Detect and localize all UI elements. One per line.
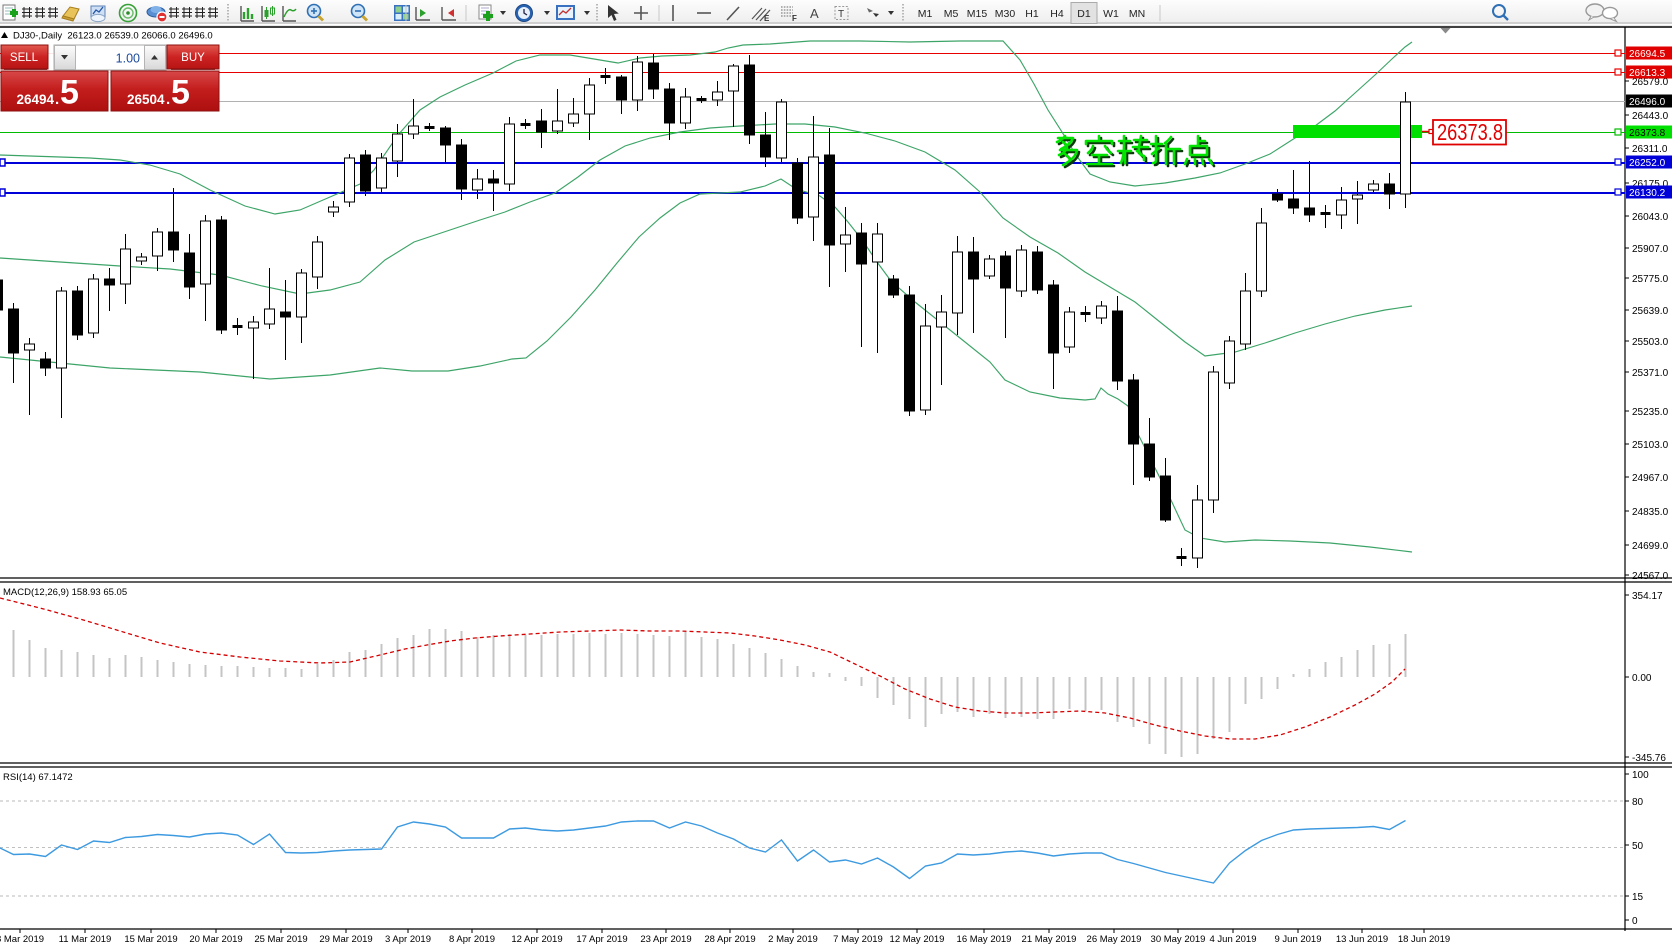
svg-text:1.00: 1.00 xyxy=(116,52,140,66)
svg-text:26043.0: 26043.0 xyxy=(1632,212,1669,223)
svg-text:A: A xyxy=(810,6,819,21)
svg-text:25 Mar 2019: 25 Mar 2019 xyxy=(254,934,307,945)
svg-text:H1: H1 xyxy=(1025,8,1039,20)
svg-text:25235.0: 25235.0 xyxy=(1632,407,1669,418)
svg-text:20 Mar 2019: 20 Mar 2019 xyxy=(189,934,242,945)
svg-text:25907.0: 25907.0 xyxy=(1632,244,1669,255)
svg-text:8 Mar 2019: 8 Mar 2019 xyxy=(0,934,44,945)
svg-text:24567.0: 24567.0 xyxy=(1632,571,1669,582)
svg-text:12 Apr 2019: 12 Apr 2019 xyxy=(511,934,562,945)
svg-text:M15: M15 xyxy=(967,8,988,20)
svg-text:9 Jun 2019: 9 Jun 2019 xyxy=(1274,934,1321,945)
svg-text:50: 50 xyxy=(1632,841,1644,852)
svg-text:13 Jun 2019: 13 Jun 2019 xyxy=(1336,934,1388,945)
svg-text:26496.0: 26496.0 xyxy=(1629,97,1666,108)
svg-text:21 May 2019: 21 May 2019 xyxy=(1022,934,1077,945)
svg-text:0.00: 0.00 xyxy=(1632,673,1652,684)
svg-text:30 May 2019: 30 May 2019 xyxy=(1151,934,1206,945)
svg-text:26494: 26494 xyxy=(17,92,55,107)
svg-text:100: 100 xyxy=(1632,770,1649,781)
svg-text:M5: M5 xyxy=(944,8,959,20)
svg-text:25103.0: 25103.0 xyxy=(1632,440,1669,451)
svg-text:MACD(12,26,9) 158.93 65.05: MACD(12,26,9) 158.93 65.05 xyxy=(3,587,127,598)
svg-text:2 May 2019: 2 May 2019 xyxy=(768,934,818,945)
svg-text:354.17: 354.17 xyxy=(1632,591,1663,602)
svg-text:.: . xyxy=(166,91,170,108)
svg-text:25775.0: 25775.0 xyxy=(1632,274,1669,285)
svg-text:W1: W1 xyxy=(1103,8,1119,20)
svg-text:4 Jun 2019: 4 Jun 2019 xyxy=(1209,934,1256,945)
svg-text:26373.8: 26373.8 xyxy=(1437,119,1503,145)
svg-text:28 Apr 2019: 28 Apr 2019 xyxy=(704,934,755,945)
svg-text:16 May 2019: 16 May 2019 xyxy=(957,934,1012,945)
svg-text:26175.0: 26175.0 xyxy=(1632,179,1669,190)
svg-text:12 May 2019: 12 May 2019 xyxy=(890,934,945,945)
svg-text:SELL: SELL xyxy=(10,52,39,64)
svg-text:MN: MN xyxy=(1129,8,1145,20)
svg-text:26311.0: 26311.0 xyxy=(1632,144,1668,155)
svg-text:E: E xyxy=(764,14,770,23)
svg-text:26579.0: 26579.0 xyxy=(1632,77,1669,88)
svg-text:DJ30-,Daily 26123.0 26539.0 2: DJ30-,Daily 26123.0 26539.0 26066.0 2649… xyxy=(13,31,213,42)
svg-text:17 Apr 2019: 17 Apr 2019 xyxy=(576,934,627,945)
svg-text:26 May 2019: 26 May 2019 xyxy=(1087,934,1142,945)
svg-text:T: T xyxy=(838,9,844,20)
svg-text:15: 15 xyxy=(1632,892,1644,903)
svg-text:26504: 26504 xyxy=(127,92,165,107)
svg-text:26443.0: 26443.0 xyxy=(1632,111,1669,122)
svg-text:26694.5: 26694.5 xyxy=(1629,49,1666,60)
svg-text:H4: H4 xyxy=(1050,8,1064,20)
svg-text:26130.2: 26130.2 xyxy=(1629,188,1666,199)
svg-text:26252.0: 26252.0 xyxy=(1629,158,1666,169)
svg-text:8 Apr 2019: 8 Apr 2019 xyxy=(449,934,495,945)
svg-text:.: . xyxy=(55,91,59,108)
svg-text:25503.0: 25503.0 xyxy=(1632,337,1669,348)
svg-text:26613.3: 26613.3 xyxy=(1629,68,1666,79)
svg-text:23 Apr 2019: 23 Apr 2019 xyxy=(640,934,691,945)
svg-text:RSI(14) 67.1472: RSI(14) 67.1472 xyxy=(3,772,73,783)
svg-text:M30: M30 xyxy=(995,8,1016,20)
svg-text:BUY: BUY xyxy=(181,52,205,64)
svg-text:D1: D1 xyxy=(1077,8,1091,20)
svg-text:0: 0 xyxy=(1632,916,1638,927)
svg-text:18 Jun 2019: 18 Jun 2019 xyxy=(1398,934,1450,945)
svg-text:3 Apr 2019: 3 Apr 2019 xyxy=(385,934,431,945)
svg-text:24967.0: 24967.0 xyxy=(1632,473,1669,484)
svg-text:11 Mar 2019: 11 Mar 2019 xyxy=(59,934,112,945)
svg-text:29 Mar 2019: 29 Mar 2019 xyxy=(319,934,372,945)
svg-text:25639.0: 25639.0 xyxy=(1632,306,1669,317)
svg-text:M1: M1 xyxy=(918,8,933,20)
svg-text:5: 5 xyxy=(171,74,190,112)
svg-text:15 Mar 2019: 15 Mar 2019 xyxy=(124,934,177,945)
svg-text:25371.0: 25371.0 xyxy=(1632,368,1669,379)
svg-text:26373.8: 26373.8 xyxy=(1629,128,1666,139)
svg-text:24835.0: 24835.0 xyxy=(1632,507,1669,518)
svg-text:-345.76: -345.76 xyxy=(1632,753,1666,764)
svg-text:80: 80 xyxy=(1632,797,1644,808)
svg-text:24699.0: 24699.0 xyxy=(1632,541,1669,552)
svg-text:F: F xyxy=(792,14,797,23)
svg-text:7 May 2019: 7 May 2019 xyxy=(833,934,883,945)
svg-text:5: 5 xyxy=(60,74,79,112)
